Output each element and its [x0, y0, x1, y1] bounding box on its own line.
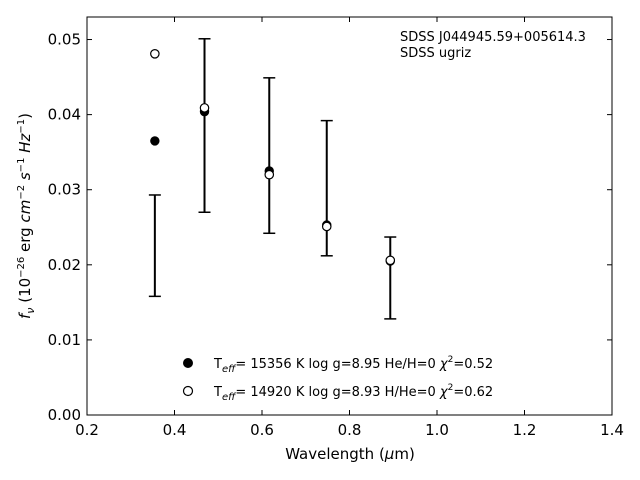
x-axis-title: Wavelength (μm)	[285, 445, 415, 463]
annotation-survey: SDSS ugriz	[400, 46, 471, 61]
marker-open-point	[150, 48, 160, 59]
error-bars	[148, 38, 397, 320]
x-tick-label: 1.2	[513, 421, 537, 439]
plot-area	[86, 16, 613, 416]
legend-label-1: Teff= 14920 K log g=8.93 H/He=0 χ2=0.62	[213, 383, 493, 403]
x-tick-label: 0.8	[338, 421, 362, 439]
y-tick-label: 0.04	[48, 106, 81, 124]
legend-label-0: Teff= 15356 K log g=8.95 He/H=0 χ2=0.52	[213, 355, 493, 375]
marker-open-point	[385, 255, 396, 266]
data-markers	[150, 48, 396, 266]
y-axis-title: fν (10−26 erg cm−2 s−1 Hz−1)	[16, 113, 37, 319]
x-tick-label: 0.6	[250, 421, 274, 439]
marker-open-point	[321, 221, 332, 232]
legend-marker-open	[182, 385, 194, 397]
axis-ticks: 0.2 0.4 0.6 0.8 1.0 1.2 1.4 0.00 0.01 0.02 0.03 0.0…	[48, 17, 624, 439]
plot-border	[86, 16, 613, 416]
y-tick-label: 0.03	[48, 181, 81, 199]
x-tick-label: 1.4	[600, 421, 624, 439]
x-tick-label: 1.0	[425, 421, 449, 439]
marker-open-point	[264, 169, 275, 180]
x-tick-label: 0.2	[75, 421, 99, 439]
legend-marker-filled	[183, 358, 193, 368]
y-tick-label: 0.00	[48, 406, 81, 424]
annotation-object-name: SDSS J044945.59+005614.3	[400, 30, 586, 45]
legend: Teff= 15356 K log g=8.95 He/H=0 χ2=0.52 …	[182, 355, 493, 403]
y-tick-label: 0.01	[48, 331, 81, 349]
x-tick-label: 0.4	[163, 421, 187, 439]
y-tick-label: 0.02	[48, 256, 81, 274]
y-tick-label: 0.05	[48, 31, 81, 49]
marker-open-point	[199, 103, 210, 113]
marker-filled-point	[150, 136, 160, 146]
